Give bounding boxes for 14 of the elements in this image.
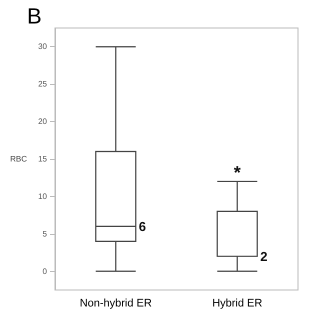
y-tick-label: 25 xyxy=(38,80,48,89)
y-axis-title: RBC xyxy=(10,154,28,164)
y-tick-label: 30 xyxy=(38,42,48,52)
x-tick-label: Non-hybrid ER xyxy=(80,298,152,310)
y-tick-label: 10 xyxy=(38,192,48,201)
x-tick-label: Hybrid ER xyxy=(212,298,262,310)
annotation: 2 xyxy=(260,248,268,264)
y-tick-label: 15 xyxy=(38,154,48,164)
chart-title: B xyxy=(27,4,42,28)
annotation: * xyxy=(234,162,241,182)
y-tick-label: 5 xyxy=(42,229,48,238)
y-tick-label: 0 xyxy=(42,266,48,276)
annotation: 6 xyxy=(138,218,146,234)
y-tick-label: 20 xyxy=(38,117,48,126)
